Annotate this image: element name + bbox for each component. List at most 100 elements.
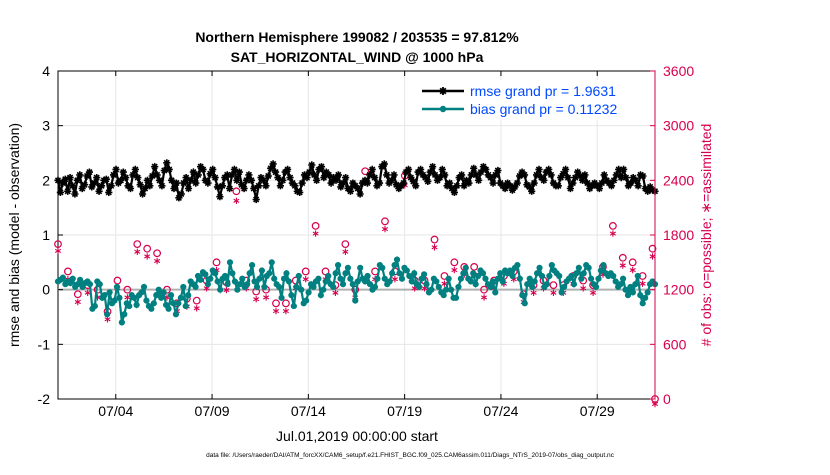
rmse-point [557,174,565,182]
rmse-point [530,179,538,187]
assimilated-obs-point [580,285,587,292]
bias-point [214,278,221,285]
bias-point [337,275,344,282]
rmse-point [233,176,241,184]
bias-point [366,281,374,288]
rmse-point [339,179,347,187]
rmse-point [409,177,417,185]
bias-point [597,267,605,274]
rmse-point [586,184,594,193]
rmse-point [238,181,246,189]
bias-point [91,302,98,310]
rmse-point [192,179,200,187]
rmse-point [368,165,376,173]
rmse-point [479,163,487,171]
possible-obs-point [618,253,627,262]
rmse-point [158,182,166,190]
bias-point [393,256,401,263]
rmse-point [148,172,156,180]
bias-point [204,281,211,288]
bias-point [69,275,76,282]
bias-point [258,267,266,274]
rmse-point [102,175,110,183]
rmse-point [332,176,340,184]
rmse-point [448,184,456,193]
bias-point [514,261,521,269]
bias-point [285,278,293,285]
rmse-point [95,187,103,195]
bias-point [516,275,523,282]
bias-point [452,294,460,301]
bias-point [131,294,138,301]
x-axis-label: Jul.01,2019 00:00:00 start [276,428,438,444]
bias-point [588,275,595,282]
possible-obs-point [608,221,617,230]
rmse-point [518,168,526,176]
rmse-point [600,171,608,179]
rmse-point [470,164,478,172]
rmse-point [400,179,408,187]
rmse-point [429,163,437,171]
rmse-point [93,174,101,182]
rmse-point [554,182,562,190]
assimilated-obs-point [381,225,389,233]
rmse-point [421,174,429,182]
rmse-point [629,174,637,182]
possible-obs-point [311,221,320,230]
rmse-point [313,176,321,184]
bias-point [322,278,329,285]
legend-label: bias grand pr = 0.11232 [470,101,617,117]
possible-obs-point [232,187,241,196]
bias-point [492,289,499,296]
y-tick-label-left: -1 [38,336,51,352]
rmse-point [354,184,362,193]
bias-point [543,281,551,288]
rmse-point [245,171,253,179]
bias-point [411,270,418,277]
rmse-point [59,179,67,187]
bias-point [246,270,253,277]
bias-point [182,302,189,310]
rmse-point [380,160,388,168]
y-tick-label-left: -2 [38,391,51,407]
bias-point [224,281,231,288]
possible-obs-point [143,244,152,253]
rmse-point [250,184,258,193]
rmse-point [226,184,234,193]
bias-point [347,275,354,282]
rmse-point [467,171,475,179]
rmse-point [395,184,403,193]
bias-point [644,289,651,296]
axes-layer: 07/04 07/09 07/14 07/19 07/24 07/29 -2 -1 0 1 2 3 4 0… [38,63,695,419]
possible-obs-point [212,258,221,267]
rmse-point [114,179,122,187]
assimilated-obs-point [391,276,398,283]
rmse-point [506,182,514,190]
rmse-point [417,165,425,173]
bias-point [111,297,118,304]
assimilated-obs-point [530,289,537,296]
rmse-point [547,171,555,179]
x-tick-label: 07/04 [98,403,133,419]
rmse-point [262,182,270,190]
rmse-point [431,171,439,179]
rmse-point [194,171,202,179]
rmse-point [620,165,628,173]
rmse-point [346,187,355,195]
rmse-point [175,194,183,202]
bias-point [155,286,162,293]
rmse-point [508,186,516,194]
rmse-point [131,165,139,173]
bias-point [352,297,359,304]
legend-label: rmse grand pr = 1.9631 [470,83,616,99]
assimilated-obs-point [550,289,557,296]
assimilated-obs-point [431,244,438,251]
bias-point [96,281,103,288]
bias-point [334,261,342,269]
rmse-point [644,187,652,195]
rmse-point [165,165,173,173]
assimilated-obs-point [332,289,339,296]
rmse-point [230,165,238,173]
rmse-point [134,174,142,182]
